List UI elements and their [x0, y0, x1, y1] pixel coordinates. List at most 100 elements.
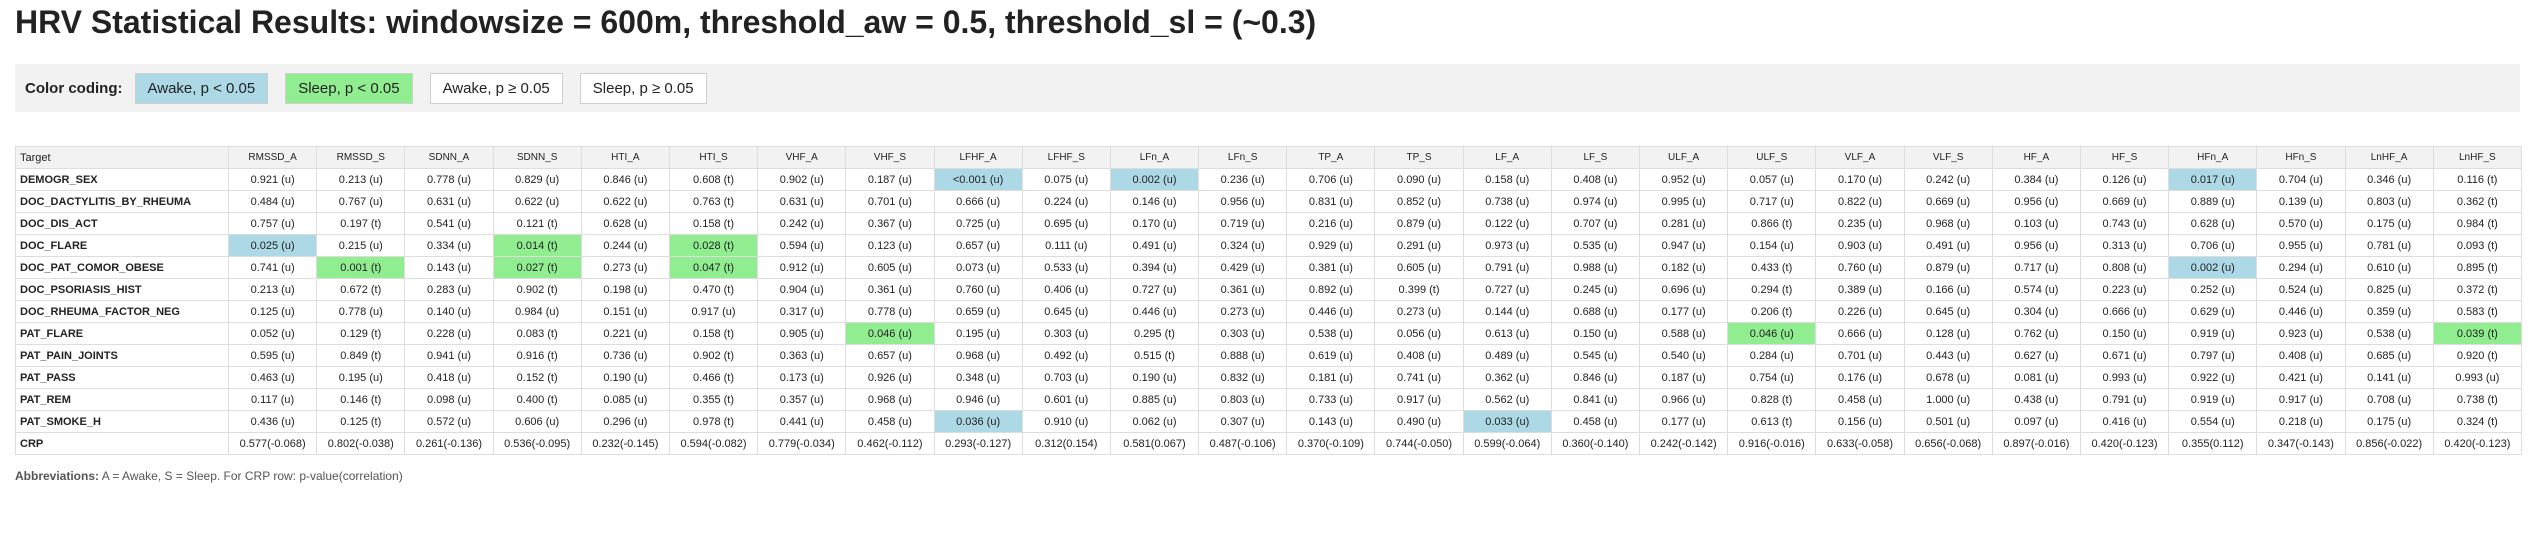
table-cell: 0.841 (u) — [1550, 388, 1641, 411]
table-cell: 0.362 (t) — [2432, 190, 2523, 213]
column-header-hf-s: HF_S — [2079, 146, 2170, 169]
table-row: PAT_PASS 0.463 (u) 0.195 (u) 0.418 (u) 0.152… — [15, 366, 2523, 389]
table-row: DOC_DACTYLITIS_BY_RHEUMA 0.484 (u) 0.767 (… — [15, 190, 2523, 213]
table-cell: 0.583 (t) — [2432, 300, 2523, 323]
table-cell: 0.400 (t) — [492, 388, 582, 411]
table-cell: 0.846 (u) — [580, 168, 670, 191]
table-cell: 0.645 (u) — [1021, 300, 1111, 323]
table-cell: 0.490 (u) — [1374, 410, 1464, 433]
table-cell: 0.917 (u) — [2256, 388, 2346, 411]
table-cell: 0.669 (u) — [1903, 190, 1993, 213]
table-cell: 0.458 (u) — [1815, 388, 1905, 411]
table-cell: 0.866 (t) — [1727, 212, 1817, 235]
table-cell: 0.187 (u) — [845, 168, 935, 191]
table-cell: 0.244 (u) — [580, 234, 670, 257]
table-cell: 0.610 (u) — [2344, 256, 2434, 279]
table-cell: 0.218 (u) — [2256, 410, 2346, 433]
column-header-ulf-a: ULF_A — [1638, 146, 1729, 169]
table-cell: 0.669 (u) — [2079, 190, 2170, 213]
table-cell: 0.608 (t) — [668, 168, 759, 191]
table-cell: 0.738 (u) — [1462, 190, 1552, 213]
abbreviations-note: Abbreviations: A = Awake, S = Sleep. For… — [15, 469, 2520, 483]
table-cell: 0.458 (u) — [1550, 410, 1641, 433]
table-cell: 0.458 (u) — [845, 410, 935, 433]
table-cell: 0.941 (u) — [404, 344, 494, 367]
table-cell: 0.733 (u) — [1286, 388, 1376, 411]
column-header-vhf-a: VHF_A — [757, 146, 847, 169]
table-cell: 0.696 (u) — [1638, 278, 1729, 301]
table-cell: 0.025 (u) — [227, 234, 318, 257]
table-cell: 0.283 (u) — [404, 278, 494, 301]
table-cell: 0.993 (u) — [2432, 366, 2523, 389]
column-header-sdnn-a: SDNN_A — [404, 146, 494, 169]
table-cell: 0.152 (t) — [492, 366, 582, 389]
column-header-rmssd-s: RMSSD_S — [316, 146, 406, 169]
row-target-label: DOC_DIS_ACT — [15, 212, 229, 235]
table-cell: 0.436 (u) — [227, 410, 318, 433]
table-cell: 0.346 (u) — [2344, 168, 2434, 191]
table-cell: 0.926 (u) — [845, 366, 935, 389]
table-cell: 0.917 (u) — [668, 300, 759, 323]
table-cell: 0.666 (u) — [1815, 322, 1905, 345]
table-cell: 0.408 (u) — [1374, 344, 1464, 367]
table-cell: 0.166 (u) — [1903, 278, 1993, 301]
table-cell: 0.897(-0.016) — [1991, 432, 2081, 455]
column-header-ulf-s: ULF_S — [1727, 146, 1817, 169]
legend-awake-significant: Awake, p < 0.05 — [134, 72, 269, 104]
table-body: DEMOGR_SEX 0.921 (u) 0.213 (u) 0.778 (u) 0.8… — [15, 168, 2523, 455]
table-cell: 0.334 (u) — [404, 234, 494, 257]
row-target-label: DOC_PAT_COMOR_OBESE — [15, 256, 229, 279]
table-cell: 0.594 (u) — [757, 234, 847, 257]
page: HRV Statistical Results: windowsize = 60… — [15, 4, 2523, 483]
table-cell: 0.577(-0.068) — [227, 432, 318, 455]
table-row: DEMOGR_SEX 0.921 (u) 0.213 (u) 0.778 (u) 0.8… — [15, 168, 2523, 191]
table-cell: 0.144 (u) — [1462, 300, 1552, 323]
table-cell: 0.708 (u) — [2344, 388, 2434, 411]
table-cell: 0.489 (u) — [1462, 344, 1552, 367]
table-row: DOC_RHEUMA_FACTOR_NEG 0.125 (u) 0.778 (u) 0… — [15, 300, 2523, 323]
table-cell: 0.968 (u) — [1903, 212, 1993, 235]
table-cell: 0.767 (u) — [316, 190, 406, 213]
table-cell: 0.081 (u) — [1991, 366, 2081, 389]
page-title: HRV Statistical Results: windowsize = 60… — [15, 4, 1317, 40]
table-cell: 0.588 (u) — [1638, 322, 1729, 345]
table-cell: 0.672 (t) — [316, 278, 406, 301]
table-cell: 0.446 (u) — [1109, 300, 1200, 323]
table-cell: 0.039 (t) — [2432, 322, 2523, 345]
table-cell: 0.216 (u) — [1286, 212, 1376, 235]
table-cell: 0.416 (u) — [2079, 410, 2170, 433]
table-cell: 0.181 (u) — [1286, 366, 1376, 389]
table-cell: 0.215 (u) — [316, 234, 406, 257]
table-cell: 0.803 (u) — [1198, 388, 1288, 411]
table-cell: 0.384 (u) — [1991, 168, 2081, 191]
table-cell: 0.195 (u) — [316, 366, 406, 389]
table-cell: 0.921 (u) — [227, 168, 318, 191]
table-cell: 0.355(0.112) — [2168, 432, 2258, 455]
table-cell: 0.791 (u) — [1462, 256, 1552, 279]
column-header-target: Target — [15, 146, 229, 169]
table-cell: 0.294 (u) — [2256, 256, 2346, 279]
table-cell: 0.613 (t) — [1727, 410, 1817, 433]
legend-label: Color coding: — [25, 79, 123, 97]
table-cell: 0.524 (u) — [2256, 278, 2346, 301]
table-cell: 0.462(-0.112) — [845, 432, 935, 455]
table-cell: 0.916(-0.016) — [1727, 432, 1817, 455]
table-cell: 0.574 (u) — [1991, 278, 2081, 301]
table-cell: 0.993 (u) — [2079, 366, 2170, 389]
table-cell: 0.151 (u) — [580, 300, 670, 323]
table-cell: 0.125 (t) — [316, 410, 406, 433]
table-row: DOC_PAT_COMOR_OBESE 0.741 (u) 0.001 (t) 0.1… — [15, 256, 2523, 279]
table-cell: 0.433 (t) — [1727, 256, 1817, 279]
table-cell: 0.538 (u) — [2344, 322, 2434, 345]
table-cell: 0.046 (u) — [845, 322, 935, 345]
table-cell: 0.706 (u) — [1286, 168, 1376, 191]
table-cell: 0.372 (t) — [2432, 278, 2523, 301]
table-cell: 0.175 (u) — [2344, 410, 2434, 433]
table-cell: 0.599(-0.064) — [1462, 432, 1552, 455]
table-cell: 0.570 (u) — [2256, 212, 2346, 235]
table-cell: 0.399 (t) — [1374, 278, 1464, 301]
table-cell: 0.438 (u) — [1991, 388, 2081, 411]
table-cell: 0.802(-0.038) — [316, 432, 406, 455]
column-header-lf-s: LF_S — [1550, 146, 1641, 169]
table-row: PAT_REM 0.117 (u) 0.146 (t) 0.098 (u) 0.400 … — [15, 388, 2523, 411]
